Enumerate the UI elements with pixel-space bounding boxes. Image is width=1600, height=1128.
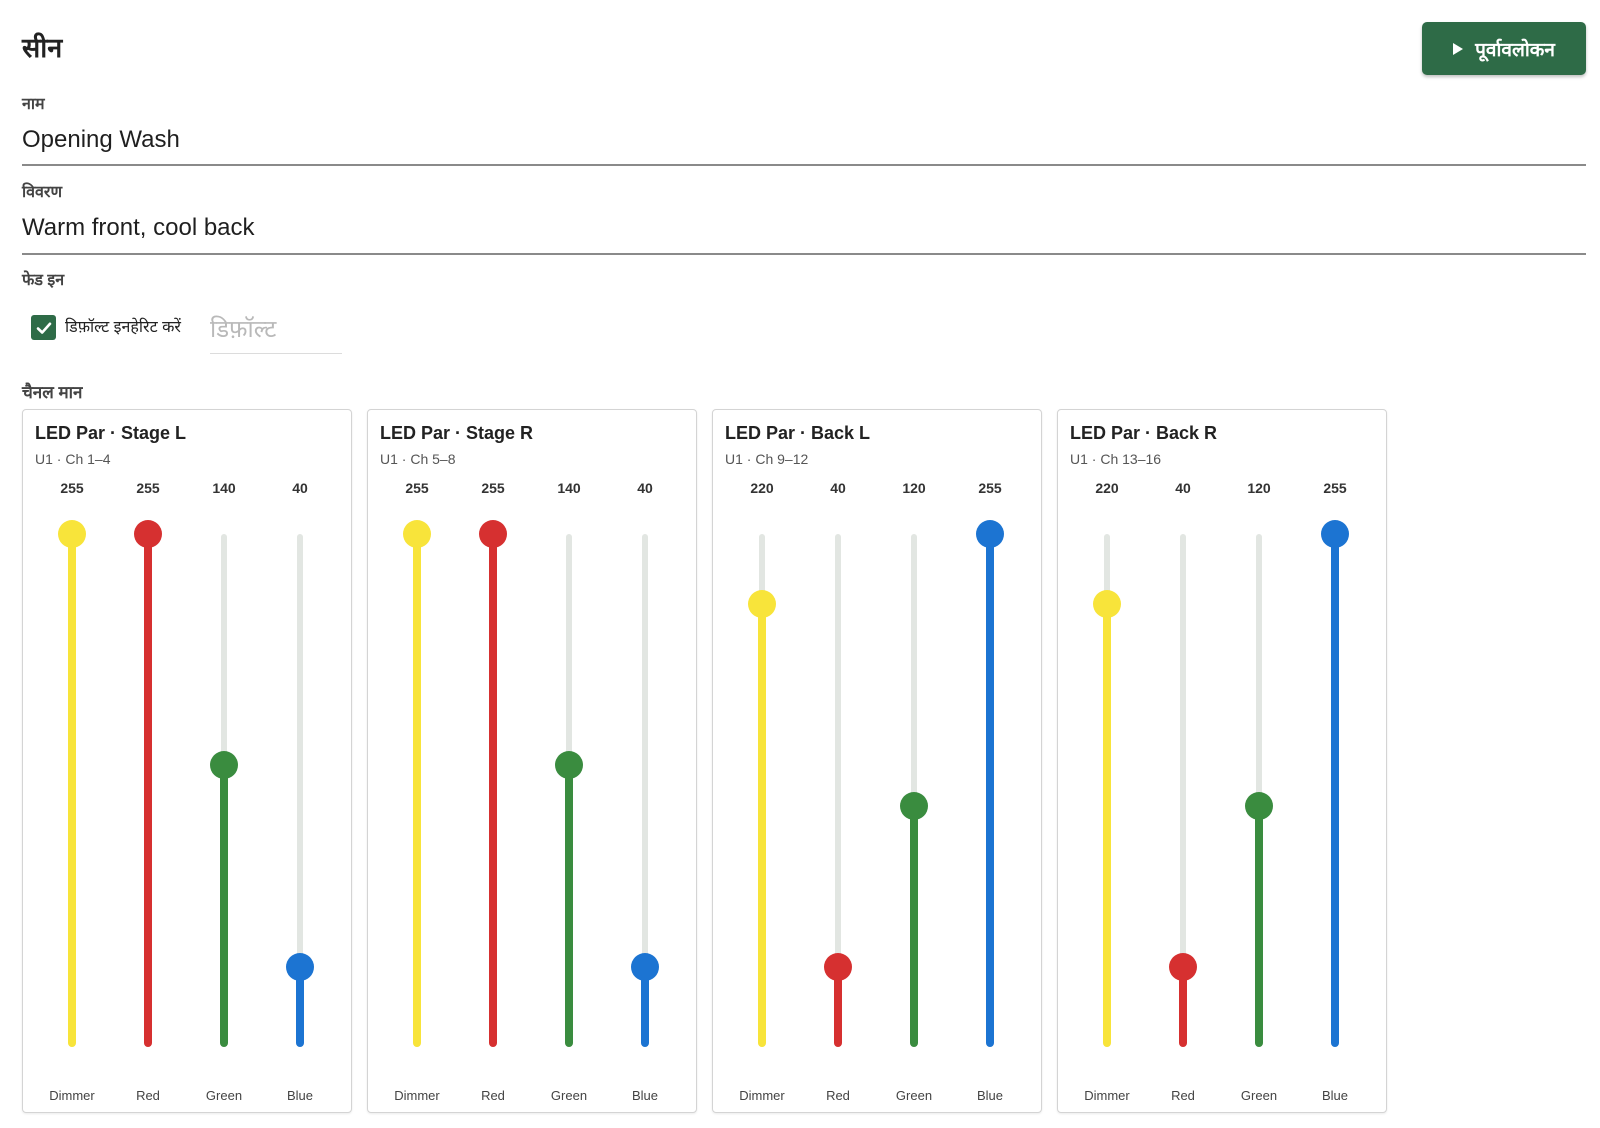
fixture-address: U1 · Ch 1–4 <box>35 451 111 467</box>
fade-in-input[interactable]: डिफ़ॉल्ट <box>210 308 342 354</box>
channel-label: Dimmer <box>49 1088 95 1103</box>
fixture-title: LED Par · Back R <box>1070 423 1218 443</box>
channel-fader-fill <box>296 966 304 1047</box>
channel-label: Red <box>1171 1088 1195 1103</box>
channel-value: 40 <box>292 480 308 496</box>
channel-fader-thumb[interactable] <box>1321 520 1349 548</box>
channel-value: 255 <box>481 480 505 496</box>
channel-fader-fill <box>986 534 994 1047</box>
fixture-card: LED Par · Stage L U1 · Ch 1–4 255 Dimmer 255… <box>22 409 352 1113</box>
fixture-title: LED Par · Stage L <box>35 423 187 443</box>
name-field[interactable] <box>22 126 1586 154</box>
channel-fader-track[interactable] <box>642 534 648 1047</box>
channel-fader-thumb[interactable] <box>1093 590 1121 619</box>
fixture-address: U1 · Ch 5–8 <box>380 451 456 467</box>
channel-fader-thumb[interactable] <box>58 520 86 548</box>
channel-value: 220 <box>750 480 774 496</box>
channel-label: Blue <box>1321 1088 1349 1103</box>
channel-fader-track[interactable] <box>835 534 841 1047</box>
channel-fader-thumb[interactable] <box>631 952 659 981</box>
channel-label: Dimmer <box>394 1088 440 1103</box>
channel-fader-thumb[interactable] <box>900 791 928 820</box>
channel-fader-fill <box>1255 805 1263 1047</box>
channel-value: 120 <box>902 480 926 496</box>
channel-fader-track[interactable] <box>297 534 303 1047</box>
description-field-underline <box>22 253 1586 255</box>
channel-label: Blue <box>286 1088 314 1103</box>
channel-value: 40 <box>830 480 846 496</box>
channel-label: Red <box>826 1088 850 1103</box>
fixture-title: LED Par · Back L <box>725 423 871 443</box>
channel-value: 140 <box>557 480 581 496</box>
fixture-card: LED Par · Back R U1 · Ch 13–16 220 Dimmer 40… <box>1057 409 1387 1113</box>
page-title: सीन <box>22 33 63 63</box>
channel-fader-fill <box>413 534 421 1047</box>
channel-fader-thumb[interactable] <box>824 952 852 981</box>
channel-fader-fill <box>68 534 76 1047</box>
channel-label: Red <box>481 1088 505 1103</box>
channel-label: Red <box>136 1088 160 1103</box>
channel-label: Blue <box>631 1088 659 1103</box>
play-icon <box>1453 42 1464 55</box>
channel-label: Dimmer <box>1084 1088 1130 1103</box>
channel-fader-fill <box>220 765 228 1047</box>
channel-fader-fill <box>834 966 842 1047</box>
preview-button[interactable]: पूर्वावलोकन <box>1422 22 1586 75</box>
channel-fader-fill <box>758 604 766 1047</box>
channel-value: 255 <box>1323 480 1347 496</box>
fixture-title: LED Par · Stage R <box>380 423 534 443</box>
channel-fader-thumb[interactable] <box>1245 791 1273 820</box>
channel-fader-thumb[interactable] <box>134 520 162 548</box>
channel-fader-thumb[interactable] <box>555 751 583 780</box>
name-field-underline <box>22 164 1586 166</box>
channel-value: 40 <box>637 480 653 496</box>
inherit-default-checkbox[interactable] <box>31 315 56 340</box>
channel-fader-thumb[interactable] <box>748 590 776 619</box>
channel-fader-thumb[interactable] <box>1169 952 1197 981</box>
channel-label: Green <box>1240 1088 1278 1103</box>
fixture-address: U1 · Ch 9–12 <box>725 451 809 467</box>
channel-fader-thumb[interactable] <box>210 751 238 780</box>
channel-label: Green <box>205 1088 243 1103</box>
channel-fader-track[interactable] <box>1256 534 1262 1047</box>
channel-value: 255 <box>136 480 160 496</box>
channel-fader-thumb[interactable] <box>286 952 314 981</box>
description-label: विवरण <box>22 184 63 201</box>
channel-label: Green <box>895 1088 933 1103</box>
fade-in-label: फेड इन <box>22 272 65 289</box>
inherit-default-label: डिफ़ॉल्ट इनहेरिट करें <box>65 319 181 336</box>
channel-value: 255 <box>60 480 84 496</box>
channel-value: 140 <box>212 480 236 496</box>
channel-fader-thumb[interactable] <box>976 520 1004 548</box>
channel-fader-fill <box>641 966 649 1047</box>
channel-fader-fill <box>1331 534 1339 1047</box>
fixture-card: LED Par · Back L U1 · Ch 9–12 220 Dimmer 40 R… <box>712 409 1042 1113</box>
channel-fader-fill <box>144 534 152 1047</box>
checkmark-icon <box>36 322 51 334</box>
fixture-card: LED Par · Stage R U1 · Ch 5–8 255 Dimmer 255… <box>367 409 697 1113</box>
channel-label: Blue <box>976 1088 1004 1103</box>
channel-fader-fill <box>1103 604 1111 1047</box>
channel-value: 220 <box>1095 480 1119 496</box>
channel-values-label: चैनल मान <box>22 383 83 402</box>
channel-value: 255 <box>405 480 429 496</box>
channel-fader-track[interactable] <box>1180 534 1186 1047</box>
channel-fader-fill <box>489 534 497 1047</box>
channel-value: 255 <box>978 480 1002 496</box>
channel-fader-fill <box>565 765 573 1047</box>
channel-label: Dimmer <box>739 1088 785 1103</box>
description-field[interactable] <box>22 214 1586 242</box>
channel-value: 120 <box>1247 480 1271 496</box>
name-label: नाम <box>22 96 45 113</box>
preview-button-label: पूर्वावलोकन <box>1475 39 1555 61</box>
channel-fader-thumb[interactable] <box>479 520 507 548</box>
fixture-address: U1 · Ch 13–16 <box>1070 451 1162 467</box>
channel-label: Green <box>550 1088 588 1103</box>
channel-fader-fill <box>1179 966 1187 1047</box>
channel-fader-thumb[interactable] <box>403 520 431 548</box>
channel-fader-fill <box>910 805 918 1047</box>
channel-value: 40 <box>1175 480 1191 496</box>
channel-fader-track[interactable] <box>911 534 917 1047</box>
